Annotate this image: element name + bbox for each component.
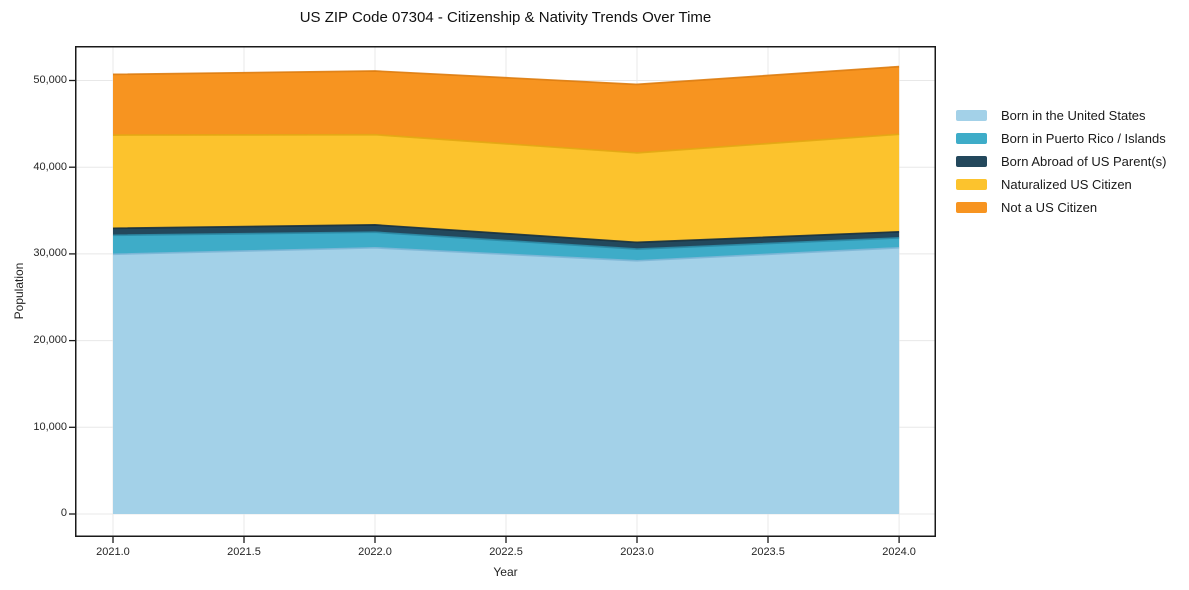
- plot-area: [69, 46, 936, 543]
- x-tick-label: 2023.5: [751, 546, 785, 558]
- y-axis-label: Population: [12, 262, 26, 320]
- legend-swatch: [956, 179, 987, 190]
- legend-swatch: [956, 156, 987, 167]
- stacked-area-chart-svg: [69, 46, 936, 543]
- legend-swatch: [956, 133, 987, 144]
- legend-swatch: [956, 202, 987, 213]
- y-tick-label: 50,000: [33, 73, 67, 86]
- legend-label: Not a US Citizen: [1001, 200, 1098, 215]
- x-tick-label: 2022.0: [358, 546, 392, 558]
- legend: Born in the United States Born in Puerto…: [956, 104, 1166, 219]
- legend-label: Born in Puerto Rico / Islands: [1001, 131, 1166, 146]
- x-tick-label: 2024.0: [882, 546, 916, 558]
- y-tick-label: 20,000: [33, 334, 67, 347]
- x-axis-label: Year: [493, 565, 518, 579]
- legend-swatch: [956, 110, 987, 121]
- legend-item-born-abroad: Born Abroad of US Parent(s): [956, 150, 1166, 173]
- legend-item-born-in-us: Born in the United States: [956, 104, 1166, 127]
- x-tick-label: 2021.0: [96, 546, 130, 558]
- legend-label: Born Abroad of US Parent(s): [1001, 154, 1167, 169]
- legend-label: Naturalized US Citizen: [1001, 177, 1132, 192]
- x-tick-label: 2022.5: [489, 546, 523, 558]
- legend-item-naturalized: Naturalized US Citizen: [956, 173, 1166, 196]
- y-tick-label: 40,000: [33, 160, 67, 173]
- x-tick-label: 2023.0: [620, 546, 654, 558]
- chart-title: US ZIP Code 07304 - Citizenship & Nativi…: [299, 9, 712, 26]
- y-tick-label: 10,000: [33, 420, 67, 433]
- x-tick-label: 2021.5: [227, 546, 261, 558]
- legend-item-born-puerto-rico: Born in Puerto Rico / Islands: [956, 127, 1166, 150]
- legend-label: Born in the United States: [1001, 108, 1146, 123]
- legend-item-not-citizen: Not a US Citizen: [956, 196, 1166, 219]
- y-tick-label: 0: [60, 507, 67, 520]
- y-tick-label: 30,000: [33, 247, 67, 260]
